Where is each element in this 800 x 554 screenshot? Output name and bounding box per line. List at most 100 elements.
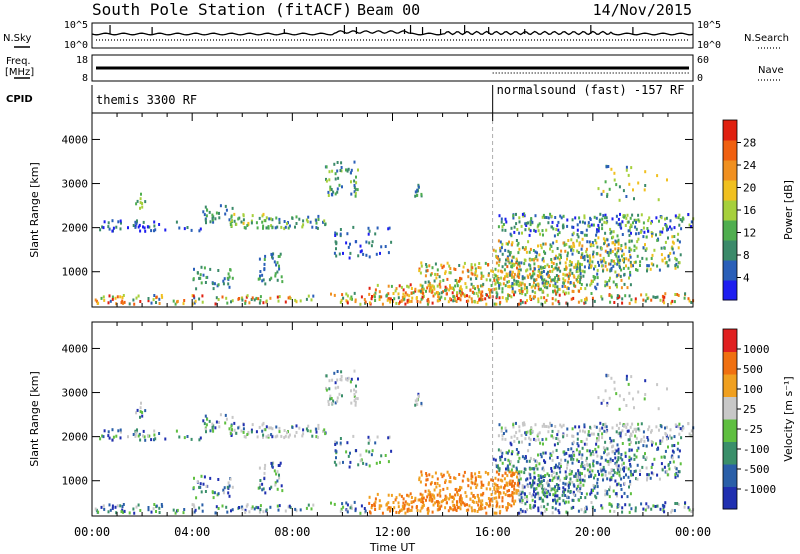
velocity-cell (597, 432, 600, 436)
power-cell (567, 277, 570, 281)
power-colorbar-swatch (723, 200, 737, 221)
velocity-cell (543, 424, 546, 428)
power-cell (512, 264, 515, 267)
velocity-cell (217, 478, 220, 481)
velocity-cell (622, 467, 624, 471)
velocity-cell (346, 378, 349, 382)
velocity-cell (495, 500, 498, 504)
velocity-cell (158, 432, 161, 435)
velocity-cell (570, 470, 573, 474)
power-cell (307, 294, 310, 298)
velocity-cell (523, 471, 526, 475)
power-cell (513, 230, 516, 234)
power-cell (674, 214, 677, 218)
power-cell (467, 299, 470, 303)
power-cell (122, 301, 125, 305)
power-cell (612, 230, 615, 234)
velocity-cell (586, 449, 589, 453)
power-cell (558, 257, 561, 261)
velocity-cell (555, 437, 558, 440)
power-cell (625, 195, 628, 198)
velocity-cell (640, 439, 643, 443)
velocity-cell (107, 430, 110, 434)
power-ytick-label: 2000 (62, 222, 89, 235)
power-cell (388, 226, 391, 230)
power-cell (495, 291, 498, 295)
power-cell (258, 277, 261, 281)
velocity-cell (218, 420, 220, 424)
power-cell (446, 261, 449, 265)
power-cell (607, 165, 610, 168)
power-cell (517, 302, 520, 306)
velocity-cell (645, 444, 648, 448)
velocity-cell (516, 468, 518, 472)
velocity-cell (609, 509, 612, 513)
velocity-cell (193, 510, 196, 514)
velocity-cell (588, 472, 591, 476)
velocity-cell (620, 477, 623, 481)
power-colorbar-swatch (723, 180, 737, 201)
power-cell (609, 227, 612, 231)
velocity-cell (276, 504, 279, 508)
velocity-cell (595, 442, 598, 446)
velocity-cell (503, 477, 506, 481)
power-cell (350, 180, 352, 184)
power-cell (534, 214, 537, 218)
power-cell (673, 226, 676, 230)
power-cell (147, 299, 150, 303)
velocity-cell (578, 475, 581, 479)
power-cell (547, 216, 550, 220)
velocity-cell (617, 505, 620, 509)
velocity-cell (274, 481, 277, 485)
power-cell (412, 291, 415, 295)
velocity-cell (301, 434, 304, 438)
power-cell (532, 284, 535, 288)
power-cell (650, 298, 653, 302)
velocity-cell (334, 386, 337, 390)
velocity-cell (568, 472, 571, 476)
power-cell (198, 297, 201, 301)
velocity-cell (346, 510, 349, 514)
power-cell (231, 206, 234, 210)
velocity-cell (610, 376, 613, 380)
velocity-cell (498, 467, 501, 471)
velocity-cell (132, 433, 135, 436)
velocity-cell (486, 502, 488, 506)
velocity-cell (346, 441, 349, 445)
velocity-cell (155, 504, 158, 508)
power-cell (505, 297, 508, 301)
xtick-label: 20:00 (575, 525, 611, 539)
power-cell (242, 218, 245, 222)
velocity-cell (459, 494, 462, 498)
power-cell (417, 185, 420, 189)
power-cell (690, 301, 693, 304)
power-cell (325, 179, 328, 183)
power-cell (342, 296, 345, 300)
velocity-cell (402, 497, 405, 501)
power-cell (554, 298, 557, 302)
velocity-cell (336, 396, 339, 400)
power-cell (376, 283, 379, 287)
velocity-cell (371, 449, 374, 453)
power-cell (615, 221, 618, 225)
power-cell (516, 259, 518, 263)
velocity-cell (593, 476, 595, 480)
power-cell (652, 295, 655, 299)
power-cell (501, 270, 504, 274)
velocity-cell (616, 494, 618, 498)
power-cell (153, 220, 156, 224)
velocity-cell (103, 507, 106, 511)
power-cell (645, 293, 648, 297)
power-cell (511, 255, 514, 259)
power-cell (403, 297, 406, 301)
velocity-cell (615, 492, 618, 496)
velocity-cell (630, 457, 633, 461)
power-cell (459, 291, 462, 295)
power-cell (359, 302, 362, 306)
power-cell (518, 220, 521, 224)
velocity-cell (608, 495, 611, 499)
velocity-cell (524, 431, 527, 435)
velocity-cell (176, 508, 179, 512)
power-cell (526, 290, 529, 294)
power-cell (240, 220, 243, 224)
